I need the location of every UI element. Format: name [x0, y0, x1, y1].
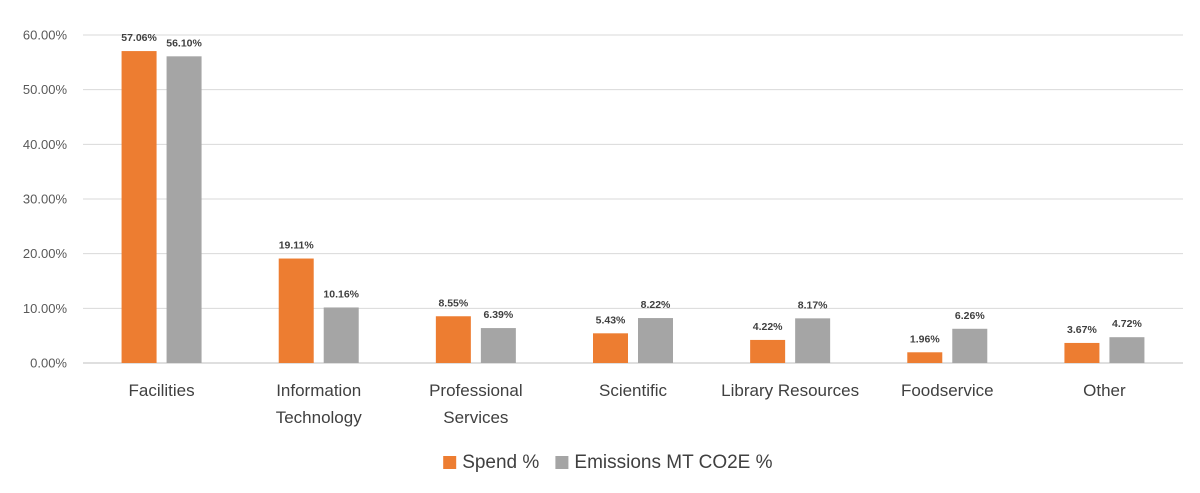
x-tick-label: Professional: [429, 381, 523, 400]
x-tick-label: Foodservice: [901, 381, 994, 400]
data-label: 4.72%: [1112, 318, 1142, 330]
x-tick-label: Scientific: [599, 381, 668, 400]
x-tick-label: Other: [1083, 381, 1126, 400]
x-tick-label: Facilities: [129, 381, 195, 400]
data-label: 5.43%: [596, 314, 626, 326]
y-tick-label: 30.00%: [23, 192, 68, 207]
data-label: 8.17%: [798, 299, 828, 311]
data-label: 8.22%: [641, 299, 671, 311]
data-label: 19.11%: [279, 240, 315, 252]
data-label: 10.16%: [323, 288, 359, 300]
x-tick-label: Services: [443, 408, 508, 427]
bar-spend: [907, 352, 943, 363]
legend-swatch-spend: [443, 456, 457, 469]
bar-spend: [121, 51, 157, 364]
y-tick-label: 60.00%: [23, 28, 68, 43]
legend-swatch-emissions: [555, 456, 569, 469]
y-tick-label: 0.00%: [30, 356, 67, 371]
bar-spend: [1064, 342, 1100, 363]
data-label: 1.96%: [910, 333, 940, 345]
data-label: 6.26%: [955, 310, 985, 322]
y-tick-label: 50.00%: [23, 82, 68, 97]
x-tick-label: Information: [276, 381, 361, 400]
y-tick-label: 10.00%: [23, 301, 68, 316]
legend-label: Spend %: [462, 452, 539, 473]
bar-emissions: [323, 307, 359, 363]
bar-emissions: [795, 318, 831, 363]
bar-spend: [435, 316, 471, 363]
bar-emissions: [638, 318, 673, 363]
data-label: 6.39%: [483, 309, 513, 321]
x-tick-label: Technology: [276, 408, 363, 427]
bar-spend: [593, 333, 628, 363]
y-tick-label: 20.00%: [23, 246, 68, 261]
data-label: 57.06%: [121, 32, 157, 44]
bar-emissions: [480, 328, 516, 363]
data-label: 8.55%: [438, 297, 468, 309]
bar-spend: [278, 258, 314, 363]
bar-emissions: [952, 328, 988, 363]
data-label: 4.22%: [753, 321, 783, 333]
bar-spend: [750, 339, 786, 363]
legend-label: Emissions MT CO2E %: [574, 452, 772, 473]
bar-emissions: [166, 56, 202, 363]
bar-emissions: [1109, 337, 1145, 363]
x-tick-label: Library Resources: [721, 381, 859, 400]
data-label: 3.67%: [1067, 324, 1097, 336]
y-tick-label: 40.00%: [23, 137, 68, 152]
data-label: 56.10%: [166, 37, 202, 49]
